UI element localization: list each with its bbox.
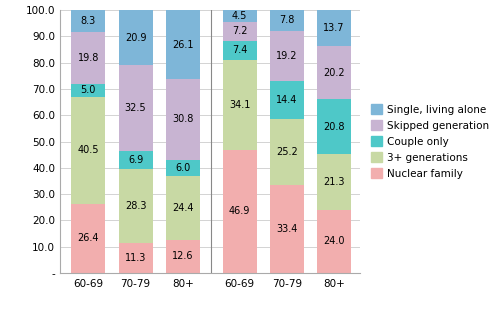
- Bar: [317, 99, 351, 154]
- Bar: [270, 31, 304, 81]
- Bar: [118, 169, 152, 243]
- Text: 7.2: 7.2: [232, 26, 248, 36]
- Text: 24.4: 24.4: [172, 203, 194, 213]
- Text: 21.3: 21.3: [324, 177, 345, 187]
- Bar: [118, 65, 152, 151]
- Text: 7.4: 7.4: [232, 45, 247, 55]
- Bar: [166, 79, 200, 160]
- Text: 6.9: 6.9: [128, 155, 143, 165]
- Bar: [222, 10, 256, 22]
- Text: 26.4: 26.4: [78, 233, 99, 243]
- Text: 28.3: 28.3: [125, 201, 146, 211]
- Bar: [317, 154, 351, 210]
- Bar: [166, 176, 200, 240]
- Bar: [270, 10, 304, 31]
- Text: 14.4: 14.4: [276, 95, 297, 105]
- Text: 30.8: 30.8: [172, 115, 194, 125]
- Legend: Single, living alone, Skipped generation, Couple only, 3+ generations, Nuclear f: Single, living alone, Skipped generation…: [368, 101, 492, 182]
- Bar: [72, 203, 106, 273]
- Bar: [166, 240, 200, 273]
- Text: 8.3: 8.3: [80, 16, 96, 26]
- Text: 12.6: 12.6: [172, 251, 194, 261]
- Bar: [118, 151, 152, 169]
- Bar: [72, 97, 106, 203]
- Text: 11.3: 11.3: [125, 253, 146, 263]
- Text: 32.5: 32.5: [125, 103, 146, 113]
- Text: 20.9: 20.9: [125, 33, 146, 43]
- Bar: [317, 210, 351, 273]
- Bar: [222, 60, 256, 150]
- Bar: [317, 10, 351, 46]
- Text: 26.1: 26.1: [172, 40, 194, 50]
- Text: 40.5: 40.5: [78, 145, 99, 155]
- Bar: [118, 243, 152, 273]
- Bar: [222, 41, 256, 60]
- Text: 7.8: 7.8: [279, 15, 294, 25]
- Text: 20.8: 20.8: [324, 122, 345, 132]
- Bar: [118, 10, 152, 65]
- Bar: [166, 160, 200, 176]
- Bar: [72, 32, 106, 84]
- Text: 33.4: 33.4: [276, 224, 297, 234]
- Bar: [270, 81, 304, 119]
- Bar: [270, 119, 304, 185]
- Text: 25.2: 25.2: [276, 147, 297, 157]
- Text: 19.2: 19.2: [276, 51, 297, 61]
- Text: 4.5: 4.5: [232, 11, 247, 21]
- Bar: [222, 22, 256, 41]
- Text: 5.0: 5.0: [80, 86, 96, 96]
- Text: 34.1: 34.1: [229, 100, 250, 110]
- Bar: [166, 10, 200, 79]
- Text: 20.2: 20.2: [323, 68, 345, 78]
- Text: 24.0: 24.0: [324, 236, 345, 246]
- Bar: [270, 185, 304, 273]
- Bar: [72, 84, 106, 97]
- Bar: [72, 10, 106, 32]
- Bar: [222, 150, 256, 273]
- Text: 19.8: 19.8: [78, 53, 99, 63]
- Text: 6.0: 6.0: [175, 163, 190, 173]
- Bar: [317, 46, 351, 99]
- Text: 13.7: 13.7: [324, 23, 345, 33]
- Text: 46.9: 46.9: [229, 206, 250, 216]
